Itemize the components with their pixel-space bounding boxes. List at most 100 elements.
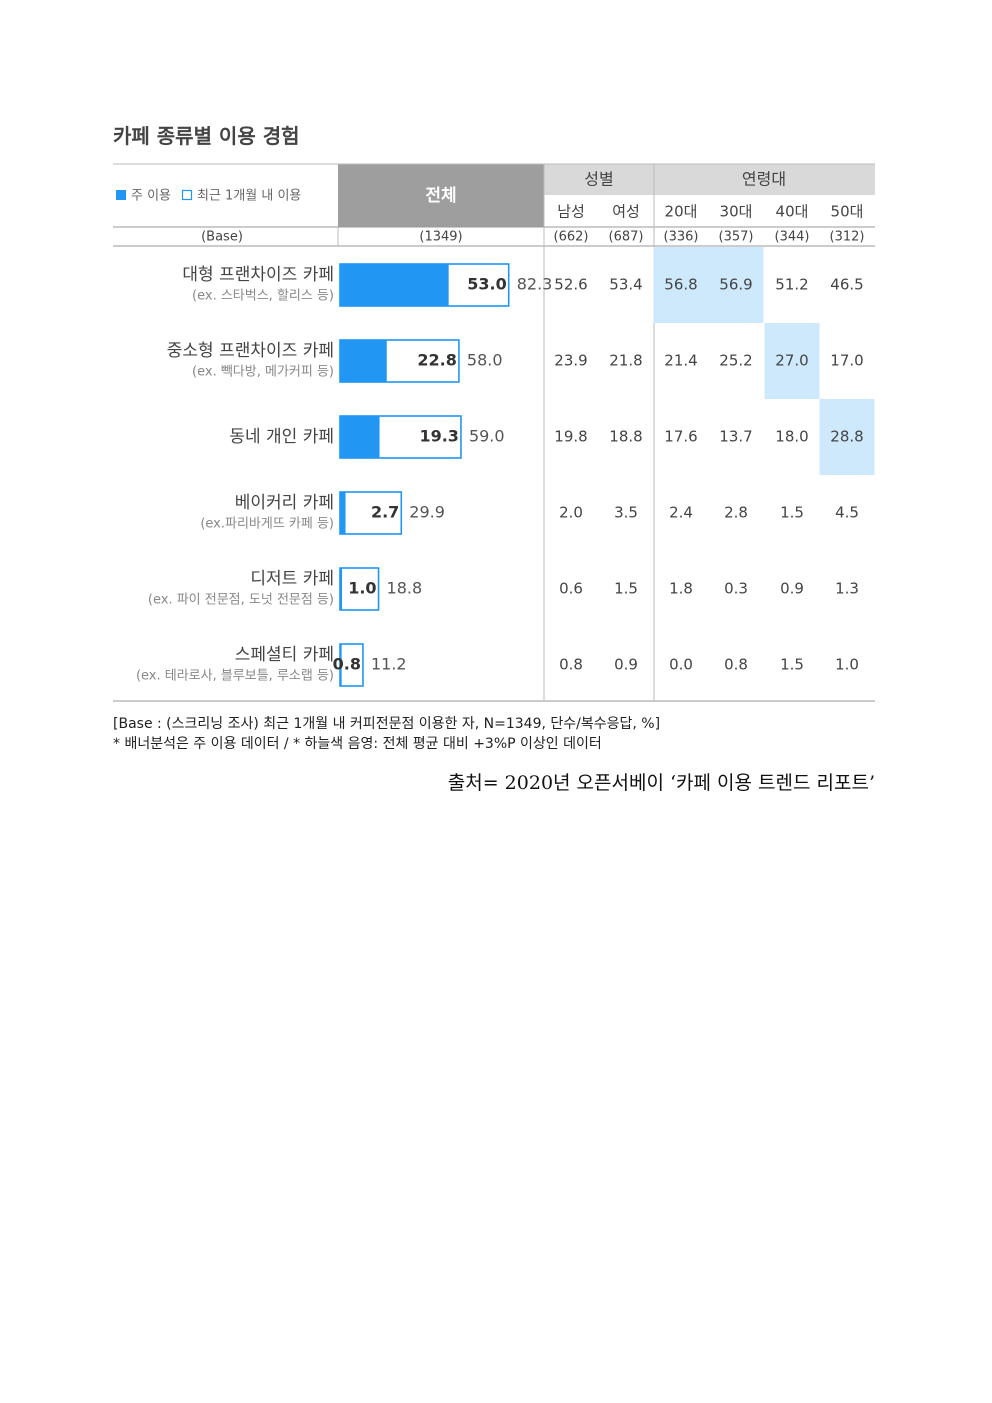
- base-sub-2: (336): [664, 230, 699, 245]
- bar-recent-value-3: 29.9: [409, 503, 445, 522]
- cell-4-1: 1.5: [614, 580, 638, 598]
- note-base: [Base : (스크리닝 조사) 최근 1개월 내 커피전문점 이용한 자, …: [113, 716, 661, 732]
- base-sub-0: (662): [554, 230, 589, 245]
- bar-recent-value-4: 18.8: [387, 579, 423, 598]
- bar-main-value-1: 22.8: [417, 351, 456, 370]
- cell-2-4: 18.0: [775, 428, 808, 446]
- category-subtitle-3: (ex.파리바게뜨 카페 등): [200, 517, 334, 532]
- category-subtitle-4: (ex. 파이 전문점, 도넛 전문점 등): [148, 593, 334, 608]
- bar-main-3: [340, 492, 346, 534]
- bar-recent-value-1: 58.0: [467, 351, 503, 370]
- cell-4-2: 1.8: [669, 580, 693, 598]
- legend-primary-label: 주 이용: [131, 189, 171, 204]
- header-total: 전체: [425, 186, 456, 206]
- cell-5-5: 1.0: [835, 656, 859, 674]
- cell-2-3: 13.7: [719, 428, 752, 446]
- notes: [Base : (스크리닝 조사) 최근 1개월 내 커피전문점 이용한 자, …: [113, 714, 660, 754]
- header-sub-2: 20대: [665, 203, 698, 221]
- highlight-cell-2: [764, 323, 820, 399]
- highlight-cell-0: [653, 247, 709, 323]
- header-sub-3: 30대: [720, 203, 753, 221]
- header-age: 연령대: [742, 170, 786, 189]
- cell-3-4: 1.5: [780, 504, 804, 522]
- header-sub-5: 50대: [831, 203, 864, 221]
- cell-3-2: 2.4: [669, 504, 693, 522]
- bar-main-value-4: 1.0: [348, 579, 376, 598]
- bar-main-1: [340, 340, 387, 382]
- bar-recent-value-5: 11.2: [371, 655, 407, 674]
- cell-1-0: 23.9: [554, 352, 587, 370]
- cell-0-1: 53.4: [609, 276, 642, 294]
- cell-5-2: 0.0: [669, 656, 693, 674]
- note-legend: * 배너분석은 주 이용 데이터 / * 하늘색 음영: 전체 평균 대비 +3…: [113, 736, 602, 752]
- header-sub-0: 남성: [557, 203, 585, 221]
- cell-5-4: 1.5: [780, 656, 804, 674]
- base-sub-5: (312): [830, 230, 865, 245]
- bar-main-2: [340, 416, 380, 458]
- category-label-5: 스페셜티 카페: [235, 645, 334, 665]
- highlight-cell-3: [819, 399, 875, 475]
- base-sub-4: (344): [775, 230, 810, 245]
- cell-4-0: 0.6: [559, 580, 583, 598]
- cell-4-4: 0.9: [780, 580, 804, 598]
- category-subtitle-1: (ex. 빽다방, 메가커피 등): [192, 365, 334, 380]
- bar-main-4: [340, 568, 343, 610]
- base-label: (Base): [201, 230, 243, 245]
- bar-main-value-2: 19.3: [419, 427, 458, 446]
- cell-1-2: 21.4: [664, 352, 697, 370]
- header-gender: 성별: [584, 170, 613, 189]
- legend-secondary-label: 최근 1개월 내 이용: [197, 189, 301, 204]
- cell-2-2: 17.6: [664, 428, 697, 446]
- category-subtitle-5: (ex. 테라로사, 블루보틀, 루소랩 등): [136, 669, 334, 684]
- bar-recent-4: [339, 567, 380, 611]
- cell-0-5: 46.5: [830, 276, 863, 294]
- header-sub-4: 40대: [776, 203, 809, 221]
- category-label-4: 디저트 카페: [250, 569, 334, 589]
- bar-main-5: [340, 644, 342, 686]
- cell-0-2: 56.8: [664, 276, 697, 294]
- cell-1-1: 21.8: [609, 352, 642, 370]
- category-label-0: 대형 프랜차이즈 카페: [182, 265, 334, 285]
- bar-main-value-5: 0.8: [333, 655, 361, 674]
- bar-main-value-3: 2.7: [371, 503, 399, 522]
- category-label-2: 동네 개인 카페: [229, 427, 334, 447]
- cell-2-0: 19.8: [554, 428, 587, 446]
- cell-0-3: 56.9: [719, 276, 752, 294]
- cell-1-3: 25.2: [719, 352, 752, 370]
- cell-1-4: 27.0: [775, 352, 808, 370]
- bar-recent-3: [339, 491, 403, 535]
- total-header-bg: [338, 164, 544, 227]
- legend-secondary-swatch: [181, 189, 193, 201]
- cell-4-5: 1.3: [835, 580, 859, 598]
- base-sub-3: (357): [719, 230, 754, 245]
- chart-title: 카페 종류별 이용 경험: [113, 124, 300, 148]
- cell-3-5: 4.5: [835, 504, 859, 522]
- cell-0-0: 52.6: [554, 276, 587, 294]
- legend-primary-swatch: [116, 190, 126, 200]
- cell-5-3: 0.8: [724, 656, 748, 674]
- source-credit: 출처= 2020년 오픈서베이 ‘카페 이용 트렌드 리포트’: [447, 772, 875, 794]
- cell-3-1: 3.5: [614, 504, 638, 522]
- cell-4-3: 0.3: [724, 580, 748, 598]
- bar-recent-value-0: 82.3: [517, 275, 553, 294]
- category-label-3: 베이커리 카페: [235, 493, 334, 513]
- cell-1-5: 17.0: [830, 352, 863, 370]
- bar-main-0: [340, 264, 449, 306]
- cell-5-1: 0.9: [614, 656, 638, 674]
- cell-3-0: 2.0: [559, 504, 583, 522]
- bar-recent-value-2: 59.0: [469, 427, 505, 446]
- group-header-bg: [544, 164, 875, 195]
- cell-2-1: 18.8: [609, 428, 642, 446]
- base-sub-1: (687): [609, 230, 644, 245]
- cell-2-5: 28.8: [830, 428, 863, 446]
- bar-main-value-0: 53.0: [467, 275, 506, 294]
- header-sub-1: 여성: [612, 203, 640, 221]
- category-subtitle-0: (ex. 스타벅스, 할리스 등): [192, 289, 334, 304]
- category-label-1: 중소형 프랜차이즈 카페: [167, 341, 334, 361]
- base-total: (1349): [419, 230, 462, 245]
- cell-0-4: 51.2: [775, 276, 808, 294]
- cell-5-0: 0.8: [559, 656, 583, 674]
- highlight-cell-1: [708, 247, 764, 323]
- cell-3-3: 2.8: [724, 504, 748, 522]
